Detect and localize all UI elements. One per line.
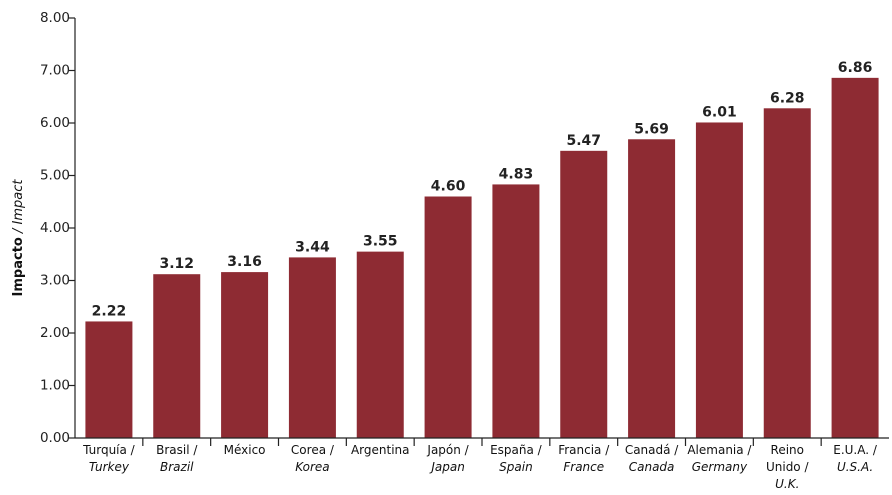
- x-tick-label-line: Corea /: [291, 443, 335, 457]
- svg-text:Impacto / Impact: Impacto / Impact: [11, 179, 26, 297]
- x-tick-label-line: Turkey: [89, 460, 130, 474]
- x-tick-label-line: Canada: [629, 460, 675, 474]
- bar: [628, 139, 676, 438]
- bar: [85, 321, 133, 438]
- y-axis-label: Impacto / Impact: [11, 179, 26, 297]
- x-tick-label: Reino Unido / U.K.: [766, 443, 809, 491]
- bar-value-labels: 2.22 3.12 3.16 3.44 3.55 4.60 4.83 5.47 5.69 6.01…: [92, 60, 873, 320]
- x-tick-label: Canadá / Canada: [625, 443, 679, 474]
- x-tick-label: Japón / Japan: [426, 443, 469, 474]
- y-tick-label: 6.00: [40, 115, 70, 131]
- bar-value-label: 6.28: [770, 90, 805, 106]
- x-tick-label: Turquía / Turkey: [82, 443, 136, 474]
- axes: [74, 18, 889, 446]
- bar-value-label: 4.83: [499, 166, 534, 182]
- y-tick-label: 1.00: [40, 378, 70, 394]
- y-tick-label: 3.00: [40, 273, 70, 289]
- bar-value-label: 4.60: [431, 179, 466, 195]
- x-tick-label: Argentina: [351, 443, 410, 457]
- bar-value-label: 3.16: [227, 254, 262, 270]
- y-tick-label: 7.00: [40, 63, 70, 79]
- y-axis-label-sep: /: [11, 225, 26, 238]
- x-tick-label: E.U.A. / U.S.A.: [833, 443, 878, 474]
- x-tick-label-line: España /: [490, 443, 543, 457]
- x-tick-label: México: [224, 443, 266, 457]
- x-tick-label-line: Spain: [499, 460, 533, 474]
- x-tick-label-line: Unido /: [766, 460, 809, 474]
- bar-value-label: 3.12: [159, 256, 194, 272]
- bars: [85, 77, 879, 439]
- x-tick-label-line: Germany: [692, 460, 748, 474]
- y-axis-label-en: Impact: [11, 179, 26, 225]
- y-tick-label: 0.00: [40, 430, 70, 446]
- x-tick-label-line: México: [224, 443, 266, 457]
- x-tick-label-line: Canadá /: [625, 443, 679, 457]
- y-axis-label-es: Impacto: [11, 237, 26, 296]
- x-tick-label: Alemania / Germany: [687, 443, 752, 474]
- x-tick-label-line: Japón /: [426, 443, 469, 457]
- x-tick-label-line: Argentina: [351, 443, 410, 457]
- x-tick-label-line: U.K.: [775, 477, 799, 491]
- x-tick-label: Brasil / Brazil: [156, 443, 198, 474]
- bar: [424, 196, 472, 438]
- bar: [492, 184, 540, 438]
- bar-value-label: 5.69: [634, 121, 669, 137]
- y-axis-ticks: 0.00 1.00 2.00 3.00 4.00 5.00 6.00 7.00 8.00: [40, 10, 75, 446]
- bar: [221, 272, 269, 438]
- bar-value-label: 6.01: [702, 104, 737, 120]
- x-tick-label-line: Japan: [429, 460, 464, 474]
- bar: [695, 122, 743, 438]
- bar: [153, 274, 201, 438]
- x-tick-label-line: Reino: [771, 443, 804, 457]
- bar-value-label: 6.86: [838, 60, 873, 76]
- x-tick-label-line: Francia /: [558, 443, 610, 457]
- bar-value-label: 3.44: [295, 239, 330, 255]
- x-axis-labels: Turquía / Turkey Brasil / Brazil México Corea…: [82, 443, 878, 491]
- x-tick-label-line: U.S.A.: [837, 460, 873, 474]
- y-tick-label: 8.00: [40, 10, 70, 26]
- bar: [763, 108, 811, 439]
- bar: [356, 251, 404, 438]
- x-tick-label-line: Alemania /: [687, 443, 752, 457]
- x-tick-label: España / Spain: [490, 443, 543, 474]
- bar-value-label: 2.22: [92, 303, 127, 319]
- x-tick-label: Corea / Korea: [291, 443, 335, 474]
- bar-value-label: 3.55: [363, 234, 398, 250]
- bar: [288, 257, 336, 438]
- y-tick-label: 2.00: [40, 325, 70, 341]
- x-tick-label: Francia / France: [558, 443, 610, 474]
- x-tick-label-line: Brazil: [160, 460, 194, 474]
- x-tick-label-line: Brasil /: [156, 443, 198, 457]
- x-tick-label-line: Korea: [295, 460, 329, 474]
- bar: [831, 77, 879, 438]
- x-tick-label-line: Turquía /: [82, 443, 136, 457]
- y-tick-label: 4.00: [40, 220, 70, 236]
- bar: [560, 150, 608, 438]
- bar-value-label: 5.47: [566, 133, 601, 149]
- x-tick-label-line: E.U.A. /: [833, 443, 878, 457]
- y-tick-label: 5.00: [40, 168, 70, 184]
- x-tick-label-line: France: [563, 460, 604, 474]
